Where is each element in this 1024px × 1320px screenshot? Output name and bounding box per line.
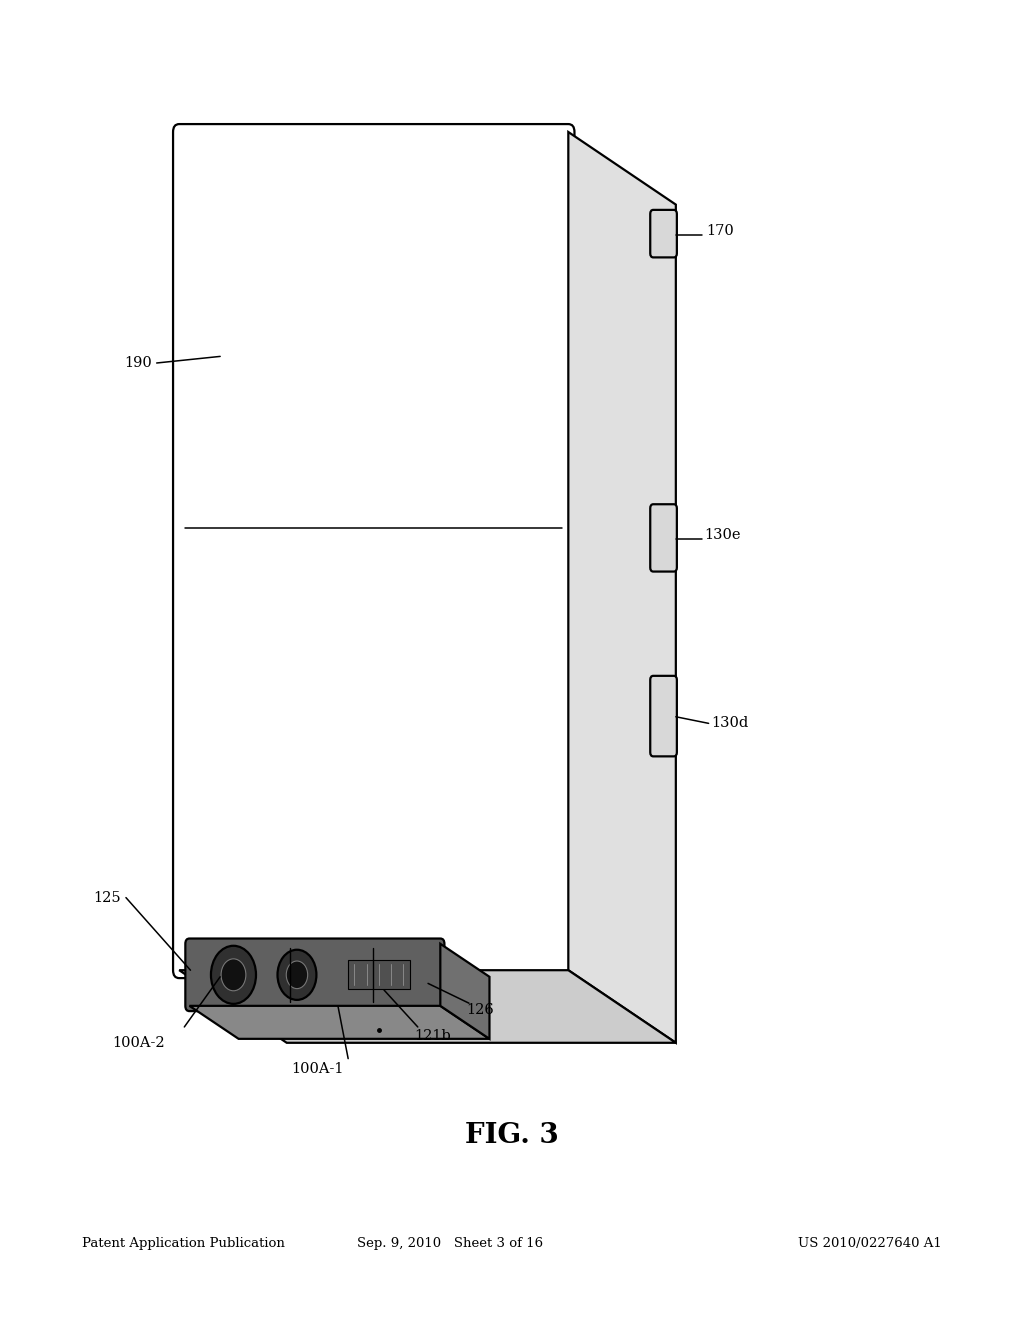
Text: Sep. 9, 2010   Sheet 3 of 16: Sep. 9, 2010 Sheet 3 of 16 [357,1237,544,1250]
Text: US 2010/0227640 A1: US 2010/0227640 A1 [799,1237,942,1250]
Polygon shape [189,1006,489,1039]
Polygon shape [179,970,676,1043]
Text: 130d: 130d [712,717,749,730]
Text: 100A-2: 100A-2 [112,1036,165,1049]
Text: 126: 126 [466,1003,494,1016]
Text: FIG. 3: FIG. 3 [465,1122,559,1148]
Text: 121b: 121b [415,1030,452,1043]
FancyBboxPatch shape [173,124,574,978]
FancyBboxPatch shape [650,676,677,756]
Text: 190: 190 [124,356,152,370]
Text: 125: 125 [93,891,121,904]
Circle shape [287,961,307,989]
Circle shape [211,945,256,1005]
Circle shape [221,958,246,991]
Text: 170: 170 [707,224,734,238]
Bar [348,961,410,990]
FancyBboxPatch shape [650,504,677,572]
Polygon shape [568,132,676,1043]
Text: 130e: 130e [705,528,741,541]
Text: 100A-1: 100A-1 [291,1063,344,1076]
Text: Patent Application Publication: Patent Application Publication [82,1237,285,1250]
FancyBboxPatch shape [650,210,677,257]
Polygon shape [440,944,489,1039]
Circle shape [278,950,316,1001]
FancyBboxPatch shape [185,939,444,1011]
